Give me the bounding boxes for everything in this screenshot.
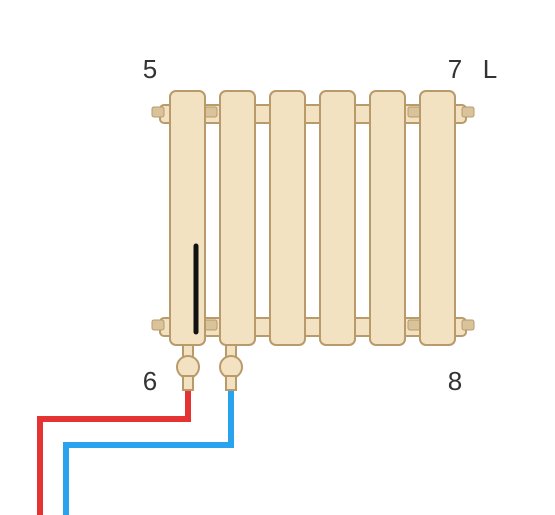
bracket <box>462 107 474 117</box>
label-aux: L <box>483 54 497 84</box>
bracket <box>152 320 164 330</box>
label-top-right: 7 <box>448 54 462 84</box>
valve-ball-2 <box>220 356 242 378</box>
radiator-connection-diagram: 5 7 L 6 8 <box>0 0 555 515</box>
bracket <box>462 320 474 330</box>
cold-pipe <box>66 375 231 515</box>
radiator-column-3 <box>270 91 305 345</box>
valve-tail-1 <box>183 376 193 390</box>
bracket <box>205 107 217 117</box>
pipes-group <box>40 375 231 515</box>
radiator-column-1 <box>170 91 205 345</box>
valve-ball-1 <box>177 356 199 378</box>
radiator-columns <box>170 91 455 345</box>
bracket <box>205 320 217 330</box>
label-bottom-right: 8 <box>448 366 462 396</box>
valves-group <box>177 345 242 390</box>
radiator-column-2 <box>220 91 255 345</box>
bracket <box>408 107 420 117</box>
valve-tail-2 <box>226 376 236 390</box>
label-bottom-left: 6 <box>143 366 157 396</box>
bracket <box>152 107 164 117</box>
label-top-left: 5 <box>143 54 157 84</box>
radiator-column-6 <box>420 91 455 345</box>
bracket <box>408 320 420 330</box>
radiator-column-5 <box>370 91 405 345</box>
radiator-column-4 <box>320 91 355 345</box>
